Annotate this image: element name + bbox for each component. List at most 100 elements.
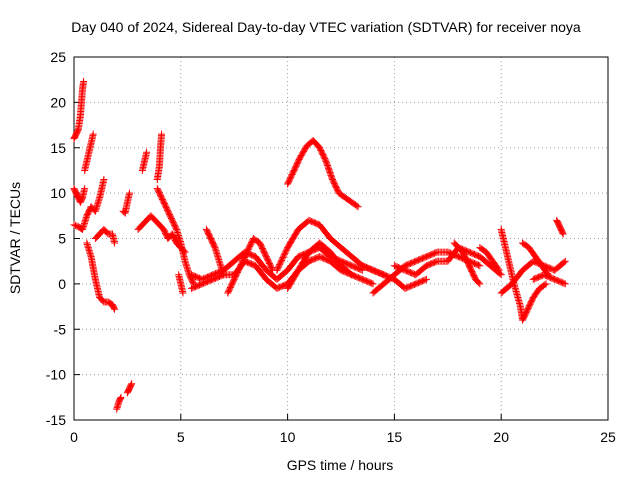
data-point — [354, 203, 362, 211]
data-point — [116, 394, 124, 402]
data-point — [559, 229, 567, 237]
data-point — [353, 202, 361, 210]
data-point — [143, 148, 151, 156]
data-point — [111, 239, 119, 247]
data-point — [276, 259, 284, 267]
series-17 — [224, 235, 277, 297]
axis-ticks: 0 5 10 15 20 25 25 20 15 10 5 0 -5 -10 -15 — [46, 49, 616, 445]
x-tick-label: 20 — [493, 429, 509, 445]
data-point — [281, 249, 289, 257]
series-4 — [83, 239, 119, 313]
data-point — [560, 279, 568, 287]
data-point — [158, 130, 166, 138]
series-10 — [138, 148, 151, 174]
data-point — [282, 246, 290, 254]
data-point — [70, 221, 78, 229]
data-point — [369, 280, 377, 288]
data-point — [282, 248, 290, 256]
series-12 — [153, 185, 198, 288]
data-point — [560, 258, 568, 266]
series-13 — [175, 271, 187, 297]
data-point — [278, 256, 286, 264]
series-7 — [123, 380, 136, 397]
data-point — [117, 393, 125, 401]
data-point — [496, 270, 504, 278]
data-point — [279, 254, 287, 262]
data-point — [275, 262, 283, 270]
data-point — [274, 263, 282, 271]
data-point — [110, 304, 118, 312]
data-point — [81, 185, 89, 193]
series-26 — [497, 225, 550, 324]
x-tick-label: 0 — [70, 429, 78, 445]
data-point — [495, 266, 503, 274]
data-point — [475, 261, 483, 269]
series-24 — [450, 239, 484, 288]
data-point — [561, 280, 569, 288]
data-point — [71, 221, 79, 229]
data-point — [277, 258, 285, 266]
y-axis-label: SDTVAR / TECUs — [7, 182, 23, 294]
chart-title: Day 040 of 2024, Sidereal Day-to-day VTE… — [71, 19, 581, 35]
data-point — [559, 230, 567, 238]
data-point — [541, 281, 549, 289]
data-points — [70, 78, 569, 413]
y-tick-label: 10 — [50, 185, 66, 201]
data-point — [100, 176, 108, 184]
data-point — [422, 275, 430, 283]
data-point — [127, 381, 135, 389]
series-3 — [70, 176, 108, 233]
y-tick-label: 0 — [58, 276, 66, 292]
y-tick-label: -10 — [46, 367, 66, 383]
x-tick-label: 5 — [177, 429, 185, 445]
series-29 — [529, 271, 569, 288]
x-tick-label: 25 — [600, 429, 616, 445]
data-point — [179, 289, 187, 297]
y-tick-label: -15 — [46, 412, 66, 428]
y-tick-label: 15 — [50, 140, 66, 156]
series-0 — [70, 78, 88, 143]
x-tick-label: 10 — [280, 429, 296, 445]
data-point — [276, 261, 284, 269]
x-tick-label: 15 — [387, 429, 403, 445]
data-point — [80, 78, 88, 86]
data-point — [421, 276, 429, 284]
series-25 — [476, 244, 503, 274]
data-point — [126, 189, 134, 197]
series-6 — [113, 393, 125, 413]
series-2 — [70, 185, 89, 206]
x-axis-label: GPS time / hours — [287, 457, 394, 473]
y-tick-label: 25 — [50, 49, 66, 65]
series-5 — [91, 225, 119, 247]
data-point — [476, 280, 484, 288]
series-20 — [284, 239, 377, 292]
series-30 — [553, 216, 567, 238]
data-point — [273, 266, 281, 274]
data-point — [494, 265, 502, 273]
data-point — [89, 130, 97, 138]
data-point — [475, 279, 483, 287]
y-tick-label: 20 — [50, 94, 66, 110]
data-point — [561, 257, 569, 265]
data-point — [432, 249, 440, 257]
series-8 — [119, 189, 134, 217]
data-point — [476, 262, 484, 270]
data-point — [497, 271, 505, 279]
series-18 — [284, 136, 362, 211]
data-point — [542, 280, 550, 288]
data-point — [128, 380, 136, 388]
data-point — [274, 265, 282, 273]
y-tick-label: 5 — [58, 231, 66, 247]
series-16 — [202, 225, 228, 279]
data-point — [432, 258, 440, 266]
data-point — [278, 255, 286, 263]
data-point — [172, 224, 180, 232]
series-11 — [153, 130, 166, 184]
grid — [74, 57, 608, 420]
data-point — [368, 279, 376, 287]
data-point — [111, 305, 119, 313]
series-1 — [81, 130, 97, 174]
data-point — [280, 251, 288, 259]
data-point — [280, 252, 288, 260]
